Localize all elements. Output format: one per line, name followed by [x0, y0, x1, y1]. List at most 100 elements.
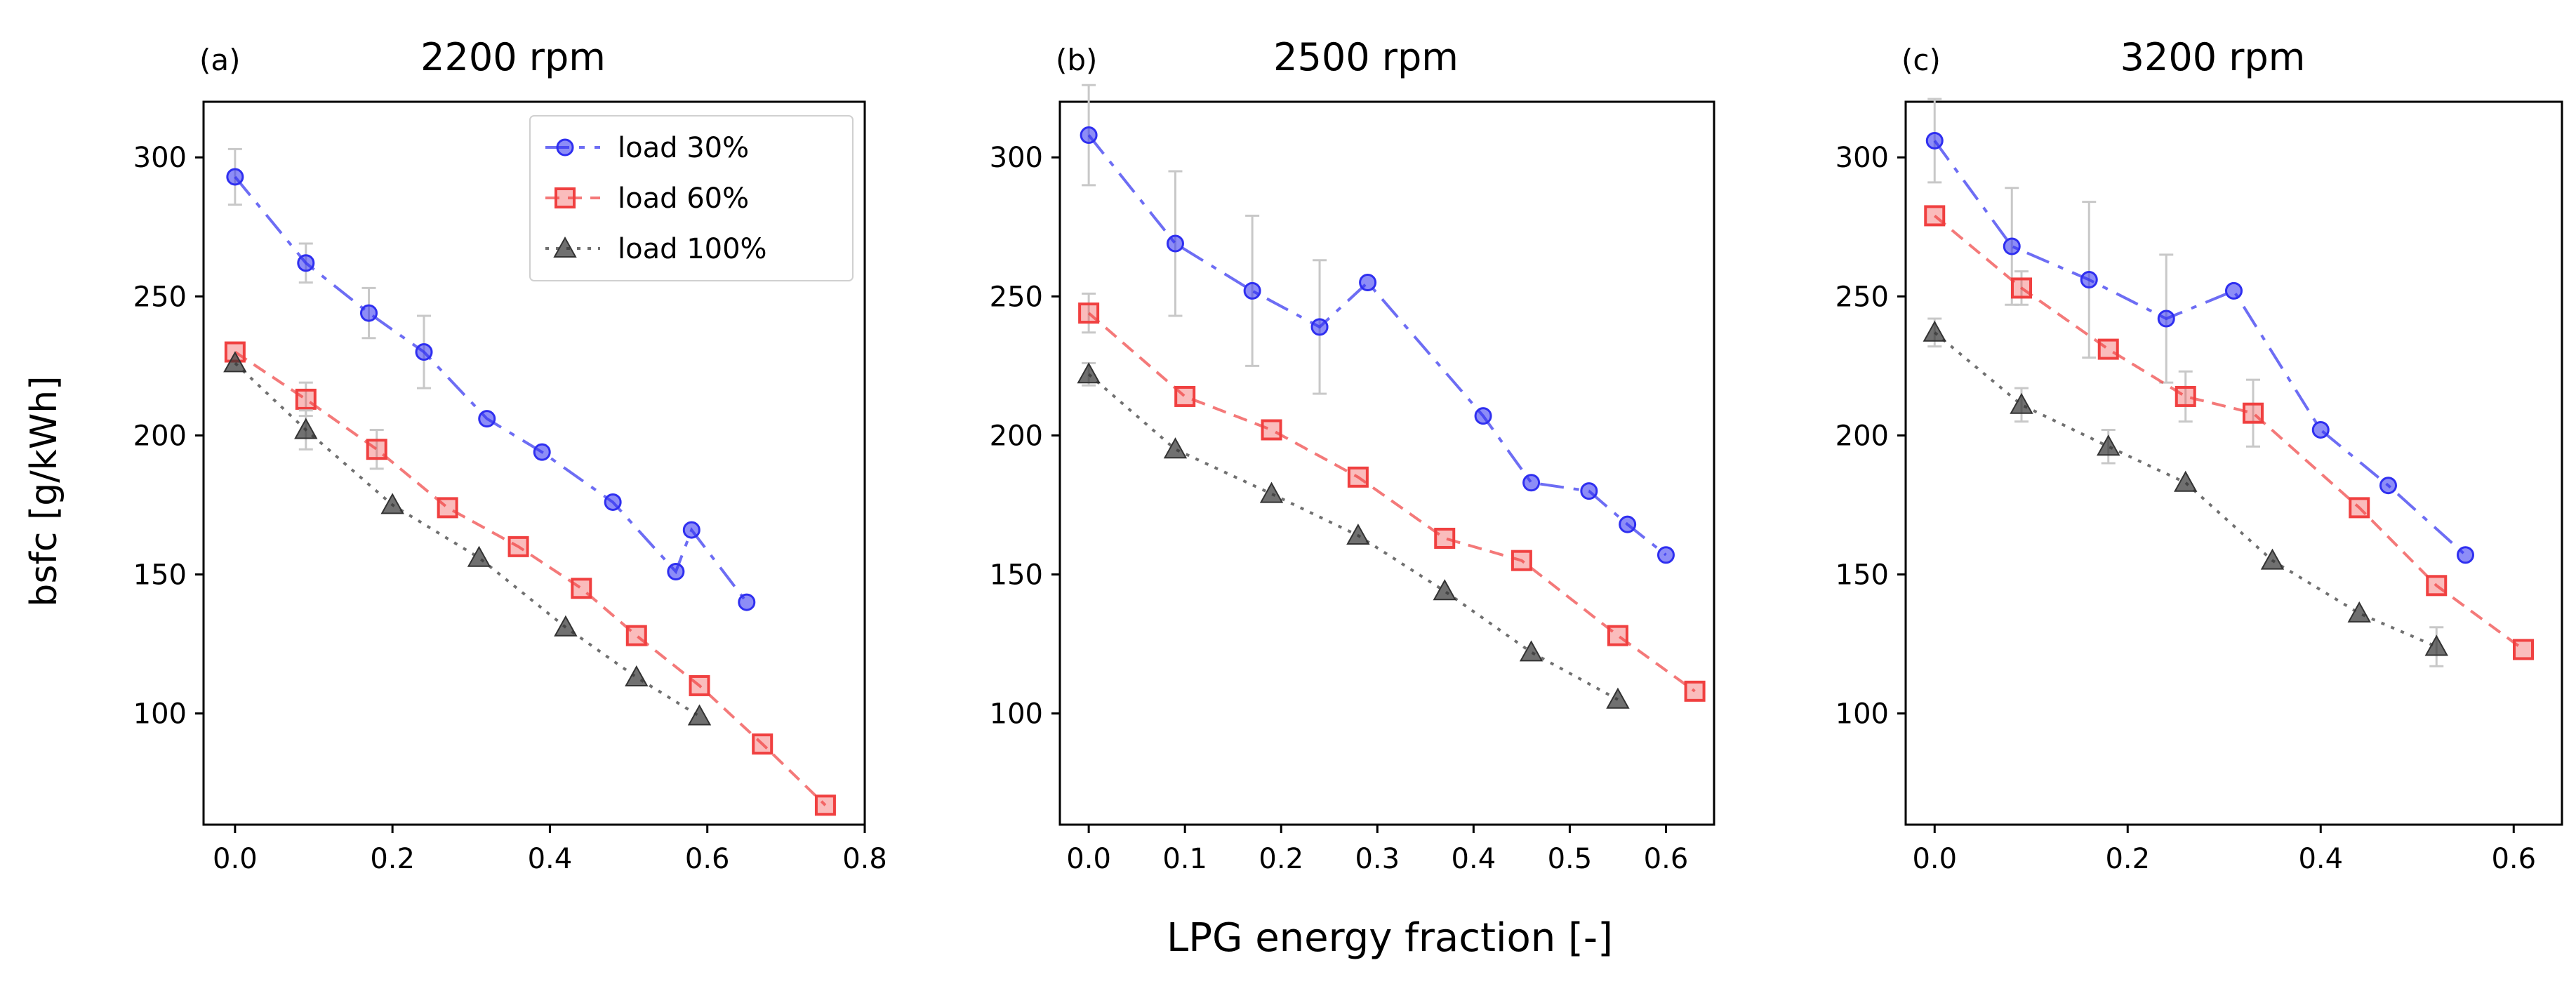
legend-box	[529, 115, 854, 281]
series-load60	[1078, 292, 1706, 702]
series-load100	[1077, 361, 1630, 709]
x-tick-label: 0.6	[685, 843, 730, 875]
panel-label: (b)	[1056, 43, 1097, 77]
data-point	[1474, 407, 1492, 425]
y-tick-label: 200	[133, 420, 187, 452]
data-point	[1580, 482, 1598, 500]
series-load60	[224, 341, 836, 816]
data-point	[297, 254, 315, 272]
x-tick-label: 0.0	[1912, 843, 1957, 875]
data-point	[687, 704, 712, 726]
legend-label: load 60%	[618, 182, 749, 215]
data-point	[2457, 546, 2474, 564]
data-point	[604, 493, 622, 511]
data-point	[2349, 497, 2370, 519]
data-point	[294, 418, 318, 439]
axes-frame	[1904, 100, 2563, 826]
data-point	[1078, 302, 1100, 324]
data-point	[1657, 546, 1675, 564]
panel-label: (a)	[199, 43, 241, 77]
data-point	[2379, 477, 2397, 495]
x-tick-label: 0.2	[2105, 843, 2150, 875]
data-point	[2097, 338, 2119, 360]
y-tick-label: 150	[133, 559, 187, 591]
series-line	[1087, 312, 1696, 693]
data-point	[2097, 434, 2120, 456]
data-point	[1243, 281, 1261, 300]
data-point	[1606, 687, 1630, 709]
data-point	[1511, 550, 1532, 571]
y-tick-label: 250	[1835, 281, 1889, 313]
data-point	[2513, 639, 2534, 660]
data-point	[366, 439, 387, 460]
chart-title: 2200 rpm	[420, 35, 606, 79]
y-tick-label: 150	[990, 559, 1043, 591]
data-point	[738, 593, 756, 611]
data-point	[2260, 548, 2285, 570]
data-point	[295, 388, 317, 410]
data-point	[2424, 634, 2448, 656]
y-tick-label: 300	[1835, 142, 1889, 174]
y-axis-label: bsfc [g/kWh]	[23, 375, 65, 606]
data-point	[415, 343, 433, 361]
legend-marker	[553, 236, 577, 258]
data-point	[2175, 385, 2196, 407]
data-point	[1261, 419, 1282, 441]
data-point	[1925, 131, 1944, 149]
x-tick-label: 0.0	[213, 843, 258, 875]
x-tick-label: 0.6	[1644, 843, 1689, 875]
data-point	[682, 521, 701, 539]
series-line	[234, 350, 827, 806]
panel-3: 0.0 0.2 0.4 0.6 100 150 200 250 300 (c) 3200 rpm	[1835, 35, 2563, 875]
data-point	[1434, 527, 1456, 549]
data-point	[1310, 318, 1329, 336]
y-tick-label: 100	[990, 698, 1043, 731]
x-tick-label: 0.2	[370, 843, 415, 875]
data-point	[1166, 234, 1184, 253]
y-tick-label: 100	[133, 698, 187, 731]
data-point	[1433, 579, 1456, 601]
data-point	[226, 168, 244, 186]
data-point	[380, 493, 404, 514]
panel-1: 0.0 0.2 0.4 0.6 0.8 100 150 200 250 300 (a) 2200 rp…	[133, 35, 887, 875]
data-point	[554, 615, 578, 637]
x-tick-label: 0.1	[1162, 843, 1207, 875]
data-point	[2080, 271, 2098, 289]
series-load30	[1925, 98, 2474, 564]
x-tick-label: 0.3	[1355, 843, 1400, 875]
data-point	[478, 410, 496, 428]
data-point	[2174, 470, 2198, 492]
data-point	[667, 563, 685, 580]
y-tick-label: 250	[133, 281, 187, 313]
x-tick-label: 0.4	[1452, 843, 1496, 875]
data-point	[1347, 466, 1369, 488]
y-tick-label: 250	[990, 281, 1043, 313]
x-tick-label: 0.4	[528, 843, 573, 875]
data-point	[1519, 640, 1543, 662]
legend-marker	[555, 187, 576, 208]
data-point	[1923, 320, 1946, 342]
x-tick-label: 0.5	[1548, 843, 1593, 875]
series-load60	[1924, 205, 2534, 660]
data-point	[2011, 277, 2032, 299]
x-tick-label: 0.8	[842, 843, 887, 875]
data-point	[533, 443, 551, 461]
data-point	[1924, 205, 1946, 227]
data-point	[625, 665, 649, 687]
data-point	[507, 536, 529, 557]
axes-frame	[1058, 100, 1715, 826]
data-point	[625, 625, 647, 646]
data-point	[1077, 362, 1101, 384]
x-tick-label: 0.2	[1259, 843, 1303, 875]
y-tick-label: 100	[1835, 698, 1889, 731]
data-point	[2157, 310, 2175, 328]
series-load30	[1080, 84, 1675, 564]
legend-marker	[556, 138, 574, 157]
data-point	[1174, 385, 1196, 407]
data-point	[1163, 437, 1188, 459]
data-point	[1607, 625, 1628, 646]
legend: load 30% load 60% load 100%	[529, 115, 854, 281]
data-point	[360, 304, 378, 322]
series-line	[1087, 134, 1667, 557]
